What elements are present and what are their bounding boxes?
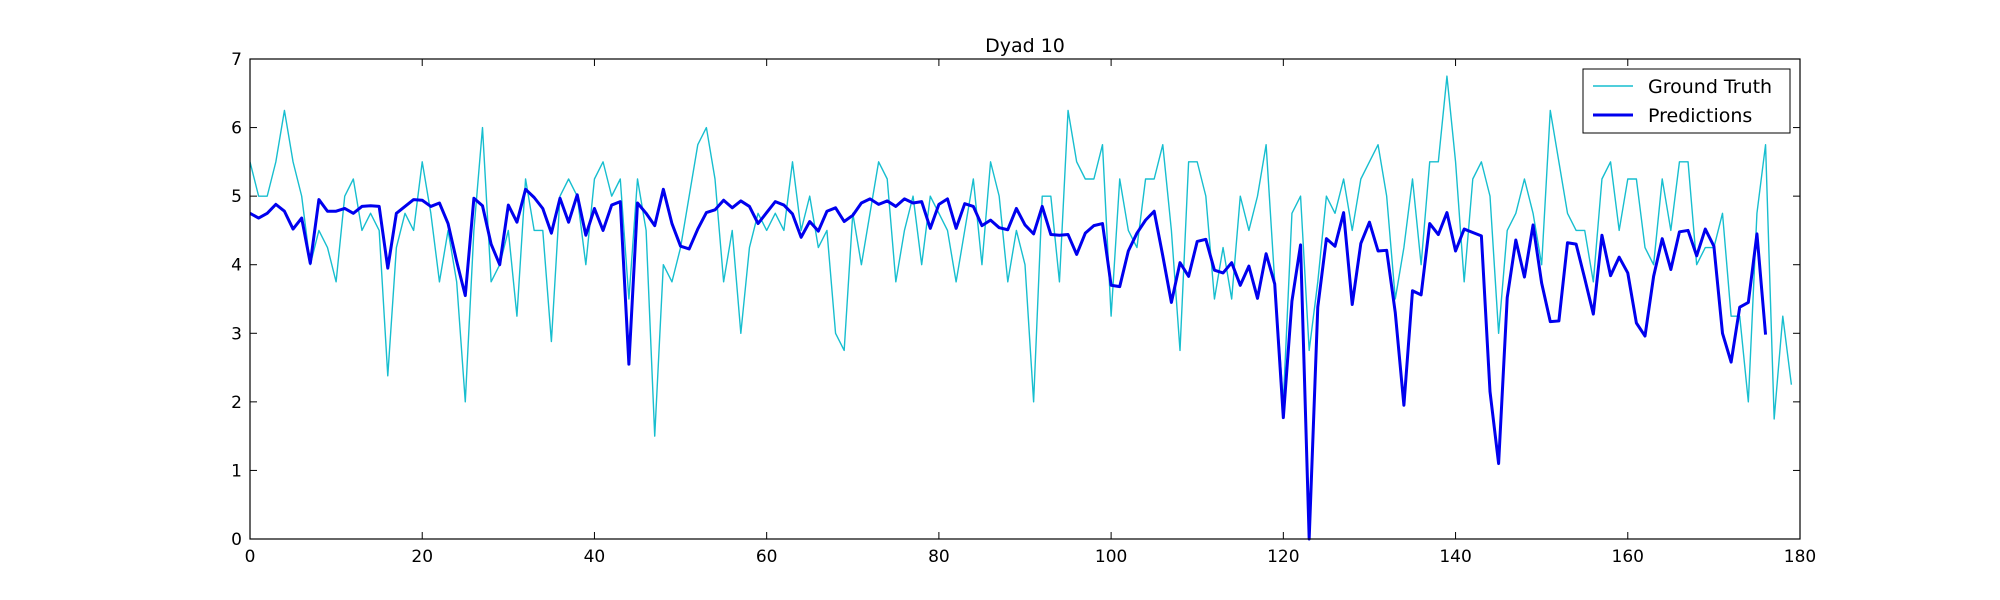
chart-title: Dyad 10: [985, 35, 1065, 57]
y-tick-label: 3: [231, 324, 242, 344]
x-tick-label: 0: [245, 547, 256, 567]
x-tick-label: 40: [584, 547, 606, 567]
series-layer: [250, 75, 1793, 541]
x-tick-label: 140: [1439, 547, 1471, 567]
y-tick-label: 2: [231, 393, 242, 413]
y-tick-label: 7: [231, 50, 242, 70]
axes: 0 20 40 60 80 100 120 140 160 180 0 1 2 3 4 5 6 7: [231, 50, 1816, 567]
y-tick-label: 5: [231, 187, 242, 207]
series-line-predictions: [250, 187, 1768, 541]
x-tick-label: 20: [411, 547, 433, 567]
x-tick-label: 60: [756, 547, 778, 567]
y-tick-label: 4: [231, 256, 242, 276]
x-tick-label: 160: [1612, 547, 1644, 567]
x-tick-label: 80: [928, 547, 950, 567]
series-line-ground-truth: [250, 75, 1793, 437]
y-tick-label: 0: [231, 530, 242, 550]
x-tick-label: 120: [1267, 547, 1299, 567]
x-tick-label: 180: [1784, 547, 1816, 567]
legend: Ground Truth Predictions: [1582, 68, 1791, 134]
x-tick-label: 100: [1095, 547, 1127, 567]
y-tick-label: 1: [231, 461, 242, 481]
plot-frame: [249, 58, 1801, 540]
legend-label: Ground Truth: [1648, 76, 1772, 98]
legend-label: Predictions: [1648, 105, 1752, 127]
y-tick-label: 6: [231, 119, 242, 139]
legend-box: [1582, 68, 1791, 134]
